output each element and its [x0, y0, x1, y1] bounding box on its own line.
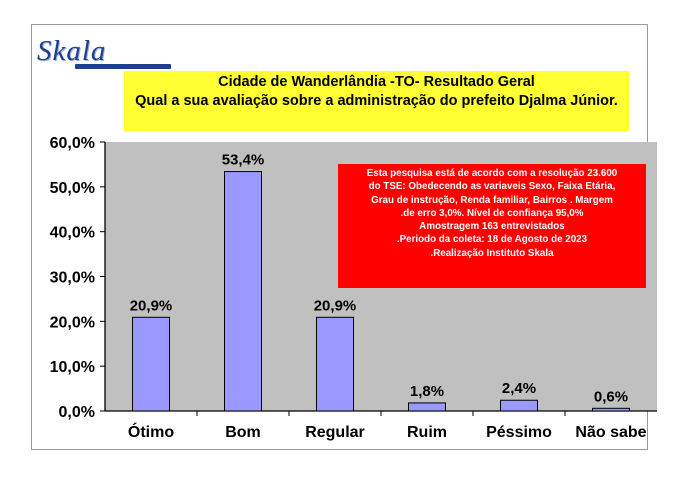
data-label: 2,4%: [502, 380, 536, 397]
y-tick-label: 40,0%: [50, 225, 95, 242]
data-label: 20,9%: [314, 297, 357, 314]
methodology-note: Esta pesquisa está de acordo com a resol…: [338, 164, 646, 288]
data-label: 20,9%: [130, 297, 173, 314]
note-line: .Realização Instituto Skala: [430, 247, 554, 259]
skala-logo: Skala: [37, 35, 171, 72]
y-tick-label: 50,0%: [50, 180, 95, 197]
bar: [500, 399, 538, 412]
chart-title-line1: Cidade de Wanderlândia -TO- Resultado Ge…: [218, 74, 535, 90]
x-tick-label: Bom: [225, 424, 261, 441]
chart-title-box: Cidade de Wanderlândia -TO- Resultado Ge…: [124, 71, 629, 131]
x-tick-label: Péssimo: [486, 424, 552, 441]
x-tick-label: Ótimo: [128, 422, 174, 441]
note-line: Grau de instrução, Renda familiar, Bairr…: [371, 194, 613, 206]
logo-text: Skala: [37, 35, 107, 67]
bar: [132, 316, 170, 412]
data-label: 53,4%: [222, 152, 265, 169]
note-line: Esta pesquisa está de acordo com a resol…: [366, 168, 618, 179]
y-tick-label: 0,0%: [59, 404, 95, 421]
x-tick-label: Ruim: [407, 424, 447, 441]
bar: [224, 171, 262, 412]
bar: [316, 316, 354, 412]
y-tick-label: 30,0%: [50, 270, 95, 287]
y-tick-label: 20,0%: [50, 314, 95, 331]
note-line: do TSE: Obedecendo as variaveis Sexo, Fa…: [368, 181, 616, 193]
data-label: 0,6%: [594, 388, 628, 405]
x-tick-label: Regular: [305, 424, 365, 441]
note-line: .Periodo da coleta: 18 de Agosto de 2023: [396, 234, 588, 246]
bar: [592, 407, 630, 412]
y-tick-label: 60,0%: [50, 135, 95, 152]
note-line: .de erro 3,0%. Nível de confiança 95,0%: [400, 207, 584, 219]
y-tick-label: 10,0%: [50, 359, 95, 376]
chart-title-line2: Qual a sua avaliação sobre a administraç…: [135, 92, 618, 109]
logo-underline: [75, 64, 171, 69]
note-line: Amostragem 163 entrevistados: [419, 221, 565, 233]
x-tick-label: Não sabe: [575, 424, 646, 441]
bar: [408, 402, 446, 412]
data-label: 1,8%: [410, 383, 444, 400]
